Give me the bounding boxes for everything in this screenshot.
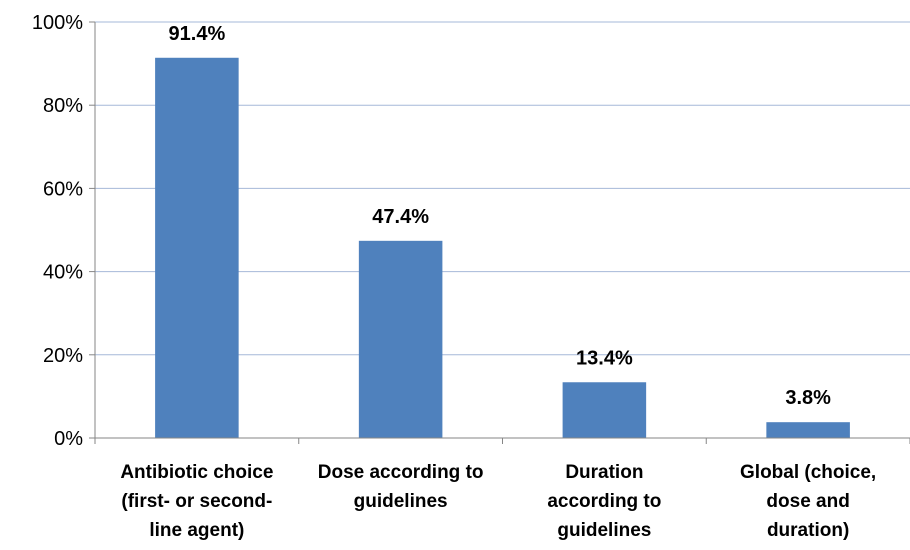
y-axis-ticks: 0% 20% 40% 60% 80% 100% bbox=[32, 12, 95, 450]
y-tick-label: 40% bbox=[43, 262, 83, 284]
x-tick-label: duration) bbox=[767, 520, 849, 541]
bar bbox=[155, 57, 239, 438]
x-tick-label: guidelines bbox=[557, 520, 651, 541]
y-tick-label: 0% bbox=[54, 428, 83, 450]
x-tick-label: Antibiotic choice bbox=[120, 462, 273, 483]
data-label: 47.4% bbox=[372, 206, 429, 228]
bar bbox=[562, 382, 647, 438]
axes bbox=[94, 22, 910, 444]
x-tick-label: Global (choice, bbox=[740, 462, 876, 483]
y-tick-label: 60% bbox=[43, 178, 83, 200]
y-tick-label: 20% bbox=[43, 345, 83, 367]
y-tick-label: 80% bbox=[43, 95, 83, 117]
x-tick-label: line agent) bbox=[149, 520, 244, 541]
x-tick-label: (first- or second- bbox=[121, 491, 272, 512]
bar bbox=[358, 240, 443, 438]
x-tick-label: according to bbox=[547, 491, 661, 512]
data-labels: 91.4% 47.4% 13.4% 3.8% bbox=[169, 23, 832, 409]
x-tick-label: Dose according to bbox=[318, 462, 484, 483]
bar bbox=[766, 422, 850, 438]
data-label: 13.4% bbox=[576, 347, 633, 369]
x-tick-label: guidelines bbox=[354, 491, 448, 512]
data-label: 91.4% bbox=[169, 23, 226, 45]
x-tick-label: dose and bbox=[766, 491, 849, 512]
bars bbox=[155, 57, 850, 438]
data-label: 3.8% bbox=[785, 387, 831, 409]
y-tick-label: 100% bbox=[32, 12, 83, 34]
x-tick-label: Duration bbox=[565, 462, 643, 483]
category-labels: Antibiotic choice (first- or second-line … bbox=[120, 462, 876, 541]
